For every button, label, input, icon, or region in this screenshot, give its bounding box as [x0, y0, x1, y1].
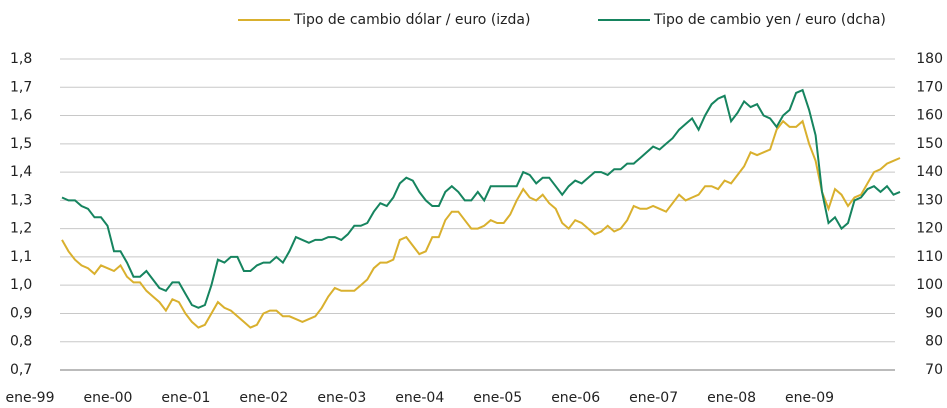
y-tick-label: 1,3 — [10, 192, 32, 208]
y2-tick-label: 120 — [916, 221, 943, 237]
y2-tick-label: 80 — [925, 334, 943, 350]
series-line — [61, 119, 901, 329]
y2-tick-label: 90 — [925, 305, 943, 321]
x-tick-label: ene-09 — [785, 390, 834, 406]
x-tick-label: ene-06 — [551, 390, 600, 406]
y-tick-label: 0,9 — [10, 305, 32, 321]
x-tick-label: ene-03 — [317, 390, 366, 406]
y2-tick-label: 150 — [916, 136, 943, 152]
legend-label: Tipo de cambio yen / euro (dcha) — [653, 12, 886, 28]
y2-tick-label: 110 — [916, 249, 943, 265]
x-tick-label: ene-07 — [629, 390, 678, 406]
y-tick-label: 0,7 — [10, 362, 32, 378]
x-tick-label: ene-01 — [161, 390, 210, 406]
y2-tick-label: 130 — [916, 192, 943, 208]
x-tick-label: ene-00 — [83, 390, 132, 406]
legend-label: Tipo de cambio dólar / euro (izda) — [293, 12, 530, 28]
x-tick-label: ene-99 — [6, 390, 55, 406]
x-tick-label: ene-02 — [239, 390, 288, 406]
y2-tick-label: 140 — [916, 164, 943, 180]
y-tick-label: 0,8 — [10, 334, 32, 350]
series-line — [61, 88, 901, 309]
y2-tick-label: 170 — [916, 79, 943, 95]
y-tick-label: 1,2 — [10, 221, 32, 237]
y-tick-label: 1,0 — [10, 277, 32, 293]
y-tick-label: 1,5 — [10, 136, 32, 152]
y2-tick-label: 70 — [925, 362, 943, 378]
y2-tick-label: 160 — [916, 108, 943, 124]
y-tick-label: 1,1 — [10, 249, 32, 265]
y-tick-label: 1,7 — [10, 79, 32, 95]
y2-tick-label: 100 — [916, 277, 943, 293]
y-tick-label: 1,8 — [10, 51, 32, 67]
y2-tick-label: 180 — [916, 51, 943, 67]
y-tick-label: 1,4 — [10, 164, 32, 180]
x-tick-label: ene-04 — [395, 390, 444, 406]
y-tick-label: 1,6 — [10, 108, 32, 124]
x-tick-label: ene-05 — [473, 390, 522, 406]
x-tick-label: ene-08 — [707, 390, 756, 406]
